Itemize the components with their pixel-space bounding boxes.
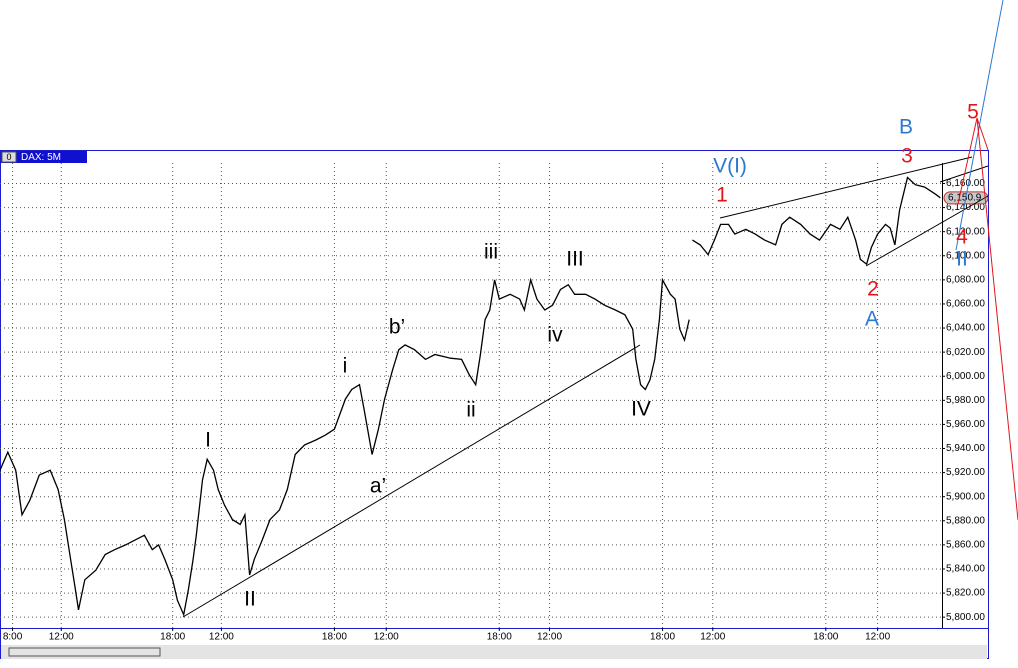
wave-label: 5 <box>967 101 979 124</box>
wave-label: 3 <box>901 145 913 168</box>
last-price-label: 6,150.9 <box>948 193 982 204</box>
wave-label: A <box>865 308 879 331</box>
projection-line <box>976 117 989 151</box>
wave-label: ii <box>466 399 475 422</box>
x-tick-label: 12:00 <box>865 632 890 643</box>
chart-title: DAX: 5M <box>21 152 61 163</box>
title-bar <box>1 151 87 163</box>
y-tick-label: 6,080.00 <box>946 274 985 285</box>
wave-label: II <box>956 248 968 271</box>
y-tick-label: 5,820.00 <box>946 588 985 599</box>
wave-label: II <box>244 588 256 611</box>
channel-line <box>939 165 989 183</box>
wave-label: iv <box>547 324 563 347</box>
wave-label: B <box>899 116 913 139</box>
y-tick-label: 5,900.00 <box>946 491 985 502</box>
y-tick-label: 5,960.00 <box>946 419 985 430</box>
y-tick-label: 6,060.00 <box>946 299 985 310</box>
wave-label: a’ <box>370 475 386 498</box>
x-tick-label: 18:00 <box>322 632 347 643</box>
wave-label: 2 <box>867 278 879 301</box>
x-tick-label: 18:00 <box>813 632 838 643</box>
channel-line <box>865 195 989 267</box>
y-tick-label: 6,160.00 <box>946 178 985 189</box>
y-tick-label: 5,880.00 <box>946 515 985 526</box>
wave-label: III <box>566 248 584 271</box>
channel-line <box>719 156 973 219</box>
wave-label: V(I) <box>713 155 747 178</box>
y-tick-label: 5,940.00 <box>946 443 985 454</box>
scroll-thumb[interactable] <box>8 647 161 657</box>
scroll-track <box>1 645 987 659</box>
x-tick-label: 18:00 <box>487 632 512 643</box>
projection-line <box>957 117 978 205</box>
y-tick-label: 5,860.00 <box>946 540 985 551</box>
y-tick-label: 5,800.00 <box>946 612 985 623</box>
y-tick-label: 6,040.00 <box>946 323 985 334</box>
wave-label: i <box>343 355 348 378</box>
y-tick-label: 6,020.00 <box>946 347 985 358</box>
wave-label: I <box>205 429 211 452</box>
y-tick-label: 6,120.00 <box>946 226 985 237</box>
y-tick-label: 6,100.00 <box>946 250 985 261</box>
price-line <box>0 176 941 617</box>
y-tick-label: 5,980.00 <box>946 395 985 406</box>
x-tick-label: 18:00 <box>650 632 675 643</box>
x-tick-label: 18:00 <box>160 632 185 643</box>
x-tick-label: 12:00 <box>49 632 74 643</box>
x-tick-label: 12:00 <box>374 632 399 643</box>
x-tick-label: 8:00 <box>3 632 23 643</box>
wave-label: 4 <box>956 226 968 249</box>
chart-frame <box>0 150 988 660</box>
y-tick-label: 5,840.00 <box>946 564 985 575</box>
badge: 0 <box>6 152 11 162</box>
wave-label: b’ <box>389 316 405 339</box>
projection-line <box>976 117 1018 521</box>
x-tick-label: 12:00 <box>700 632 725 643</box>
y-tick-label: 6,000.00 <box>946 371 985 382</box>
badge-box[interactable] <box>1 151 17 163</box>
trend-line <box>182 344 641 618</box>
y-tick-label: 5,920.00 <box>946 467 985 478</box>
wave-label: iii <box>484 241 498 264</box>
x-tick-label: 12:00 <box>209 632 234 643</box>
y-tick-label: 6,140.00 <box>946 202 985 213</box>
wave-label: IV <box>631 398 651 421</box>
x-tick-label: 12:00 <box>537 632 562 643</box>
wave-label: 1 <box>716 184 728 207</box>
